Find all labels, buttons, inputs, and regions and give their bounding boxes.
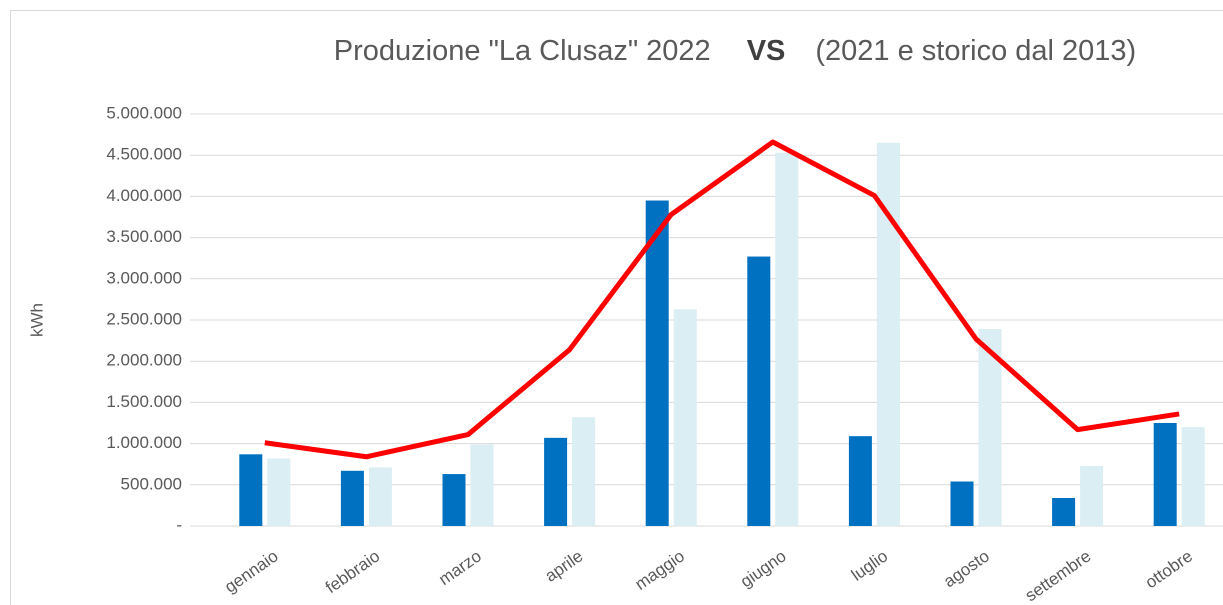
bar bbox=[572, 417, 596, 526]
y-tick-label: - bbox=[176, 515, 182, 534]
y-tick-label: 5.000.000 bbox=[106, 103, 182, 122]
bar bbox=[544, 437, 568, 526]
chart-title: Produzione "La Clusaz" 2022 VS (2021 e sto… bbox=[334, 35, 1136, 67]
bar bbox=[673, 309, 697, 526]
y-tick-label: 3.000.000 bbox=[106, 268, 182, 287]
bar bbox=[442, 474, 466, 526]
y-axis-label: kWh bbox=[27, 303, 46, 337]
bar bbox=[645, 200, 669, 526]
bar bbox=[848, 436, 872, 526]
title-part: Produzione "La Clusaz" 2022 bbox=[334, 35, 711, 67]
bar bbox=[239, 454, 263, 526]
y-tick-label: 3.500.000 bbox=[106, 227, 182, 246]
line bbox=[264, 139, 1180, 460]
bar bbox=[775, 152, 799, 526]
chart-border bbox=[10, 10, 1223, 605]
y-tick-label: 500.000 bbox=[121, 474, 182, 493]
title-part: (2021 e storico dal 2013) bbox=[815, 35, 1136, 67]
y-tick-label: 1.500.000 bbox=[106, 392, 182, 411]
title-part: VS bbox=[747, 35, 786, 67]
bar bbox=[1153, 423, 1177, 526]
bar bbox=[470, 444, 494, 526]
bar bbox=[1181, 427, 1205, 526]
y-tick-label: 2.500.000 bbox=[106, 309, 182, 328]
y-tick-label: 1.000.000 bbox=[106, 433, 182, 452]
y-tick-label: 4.500.000 bbox=[106, 145, 182, 164]
bar bbox=[876, 142, 900, 526]
bar bbox=[340, 470, 364, 526]
bar bbox=[1080, 465, 1104, 526]
bar bbox=[1052, 497, 1076, 526]
bar bbox=[747, 256, 771, 526]
bar bbox=[950, 481, 974, 526]
bar bbox=[978, 329, 1002, 526]
bar bbox=[267, 458, 291, 526]
y-tick-label: 4.000.000 bbox=[106, 186, 182, 205]
y-tick-label: 2.000.000 bbox=[106, 351, 182, 370]
bar bbox=[368, 467, 392, 526]
